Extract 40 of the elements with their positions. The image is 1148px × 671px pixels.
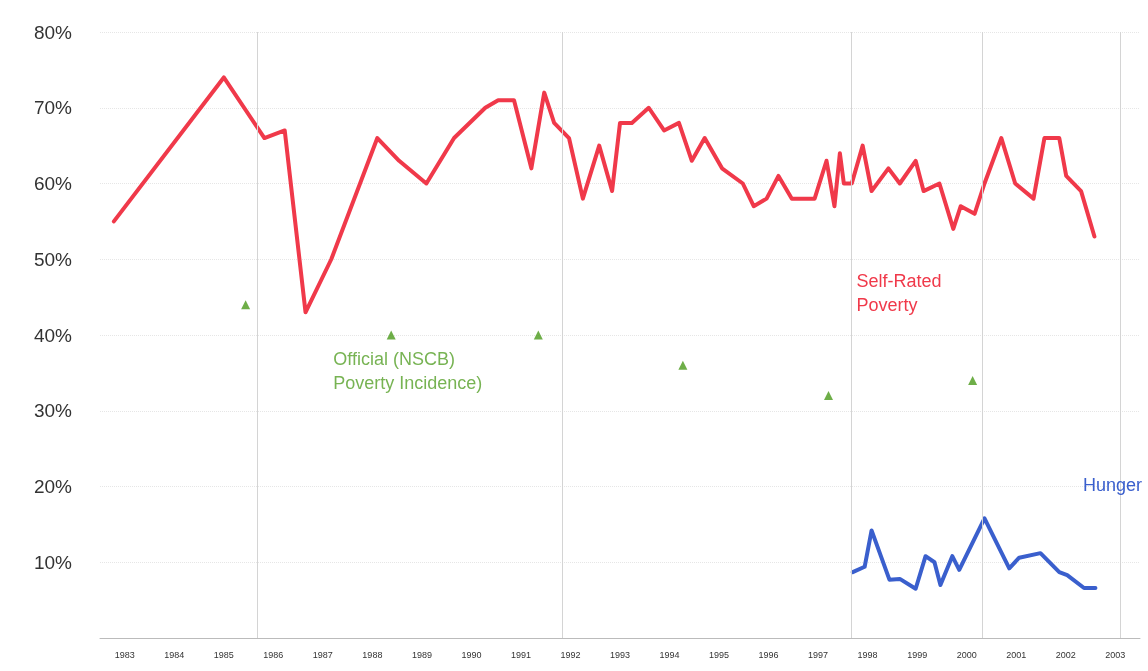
y-tick-label: 10% xyxy=(33,551,73,573)
x-tick-label: 1997 xyxy=(808,649,829,660)
line-series xyxy=(850,516,1098,591)
x-tick-label: 1998 xyxy=(857,649,878,660)
x-tick-label: 1999 xyxy=(907,649,928,660)
x-tick-label: 1996 xyxy=(758,649,779,660)
line-series xyxy=(111,75,1097,315)
x-tick-label: 1987 xyxy=(312,649,333,660)
x-tick-label: 2000 xyxy=(956,649,977,660)
x-tick-label: 2003 xyxy=(1105,649,1126,660)
x-tick-label: 1984 xyxy=(164,649,185,660)
x-tick-label: 1992 xyxy=(560,649,581,660)
point xyxy=(533,330,543,340)
x-tick-label: 2001 xyxy=(1006,649,1027,660)
y-tick-label: 50% xyxy=(33,248,73,270)
point xyxy=(824,391,833,401)
y-tick-label: 40% xyxy=(33,324,73,346)
x-tick-label: 1995 xyxy=(709,649,730,660)
y-tick-label: 80% xyxy=(33,21,73,43)
text: Self-Rated Poverty xyxy=(856,270,947,315)
x-tick-label: 1986 xyxy=(263,649,284,660)
point xyxy=(678,360,688,370)
x-tick-label: 1990 xyxy=(461,649,482,660)
x-tick-label: 1983 xyxy=(114,649,135,660)
x-tick-label: 1991 xyxy=(510,649,531,660)
x-tick-label: 1985 xyxy=(213,649,234,660)
x-tick-label: 2002 xyxy=(1055,649,1076,660)
point xyxy=(386,330,396,340)
point xyxy=(968,375,978,385)
x-tick-label: 1988 xyxy=(362,649,383,660)
y-tick-label: 20% xyxy=(33,476,73,497)
point xyxy=(241,300,251,310)
y-tick-label: 30% xyxy=(33,400,73,422)
y-tick-label: 60% xyxy=(33,173,73,194)
x-tick-label: 1993 xyxy=(609,649,631,660)
y-tick-label: 70% xyxy=(33,97,73,119)
text: Hunger xyxy=(1082,475,1142,496)
series-label: Official (NSCB) Poverty Incidence) xyxy=(333,349,483,393)
x-tick-label: 1989 xyxy=(411,649,432,660)
x-tick-label: 1994 xyxy=(659,649,680,660)
